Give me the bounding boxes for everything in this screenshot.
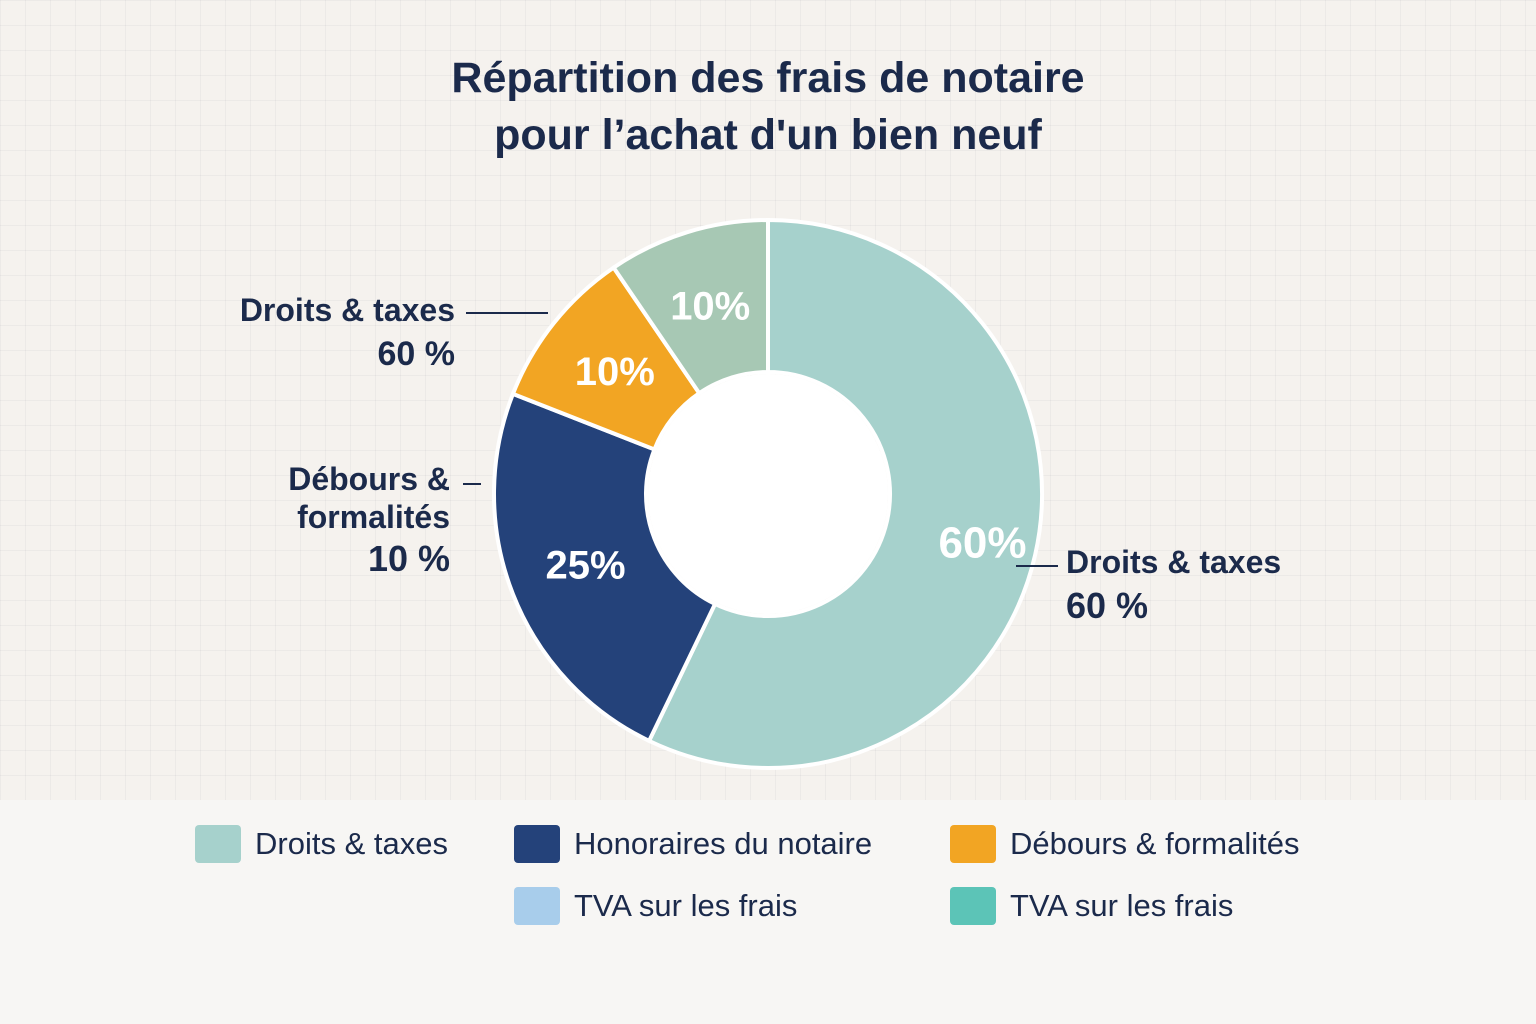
donut-slice-1 (492, 391, 718, 744)
legend-item-tva-2: TVA sur les frais (950, 886, 1233, 926)
legend-label: Droits & taxes (255, 826, 448, 861)
legend-item-debours: Débours & formalités (950, 824, 1299, 864)
callout-right-name: Droits & taxes (1066, 544, 1282, 580)
callout-left-top-name: Droits & taxes (239, 292, 455, 328)
callout-left-mid-name-line1: Débours & (288, 461, 450, 497)
callout-left-mid-value: 10 % (367, 538, 450, 579)
donut-chart: 60% 25% 10% 10% (463, 217, 1058, 770)
slice-label-2: 10% (575, 350, 655, 394)
legend-item-honoraires: Honoraires du notaire (514, 824, 872, 864)
legend-label: TVA sur les frais (1010, 888, 1234, 923)
legend-label: TVA sur les frais (574, 888, 798, 923)
donut-slice-3 (610, 217, 770, 396)
callout-right-value: 60 % (1066, 585, 1149, 626)
legend-swatch (950, 825, 996, 863)
chart-subtitle: pour l’achat d'un bien neuf (494, 111, 1042, 159)
callout-left-mid: Débours & formalités 10 % (288, 460, 450, 582)
legend-swatch (950, 887, 996, 925)
slice-label-3: 10% (670, 285, 750, 329)
callout-right: Droits & taxes 60 % (1066, 540, 1281, 628)
legend-area (0, 800, 1536, 1024)
legend-item-droits-taxes: Droits & taxes (195, 824, 448, 864)
chart-title: Répartition des frais de notaire (451, 54, 1085, 102)
legend-swatch (514, 887, 560, 925)
legend-label: Débours & formalités (1010, 826, 1300, 861)
donut-hole (648, 374, 888, 614)
legend-swatch (514, 825, 560, 863)
donut-slice-0 (646, 217, 1044, 770)
callout-left-top: Droits & taxes 60 % (240, 288, 455, 376)
legend-swatch (195, 825, 241, 863)
legend-label: Honoraires du notaire (574, 826, 873, 861)
slice-label-0: 60% (938, 518, 1026, 567)
legend-item-tva-1: TVA sur les frais (514, 886, 797, 926)
callout-left-top-value: 60 % (377, 335, 456, 373)
slice-label-1: 25% (546, 544, 626, 588)
callout-left-mid-name-line2: formalités (297, 499, 450, 535)
